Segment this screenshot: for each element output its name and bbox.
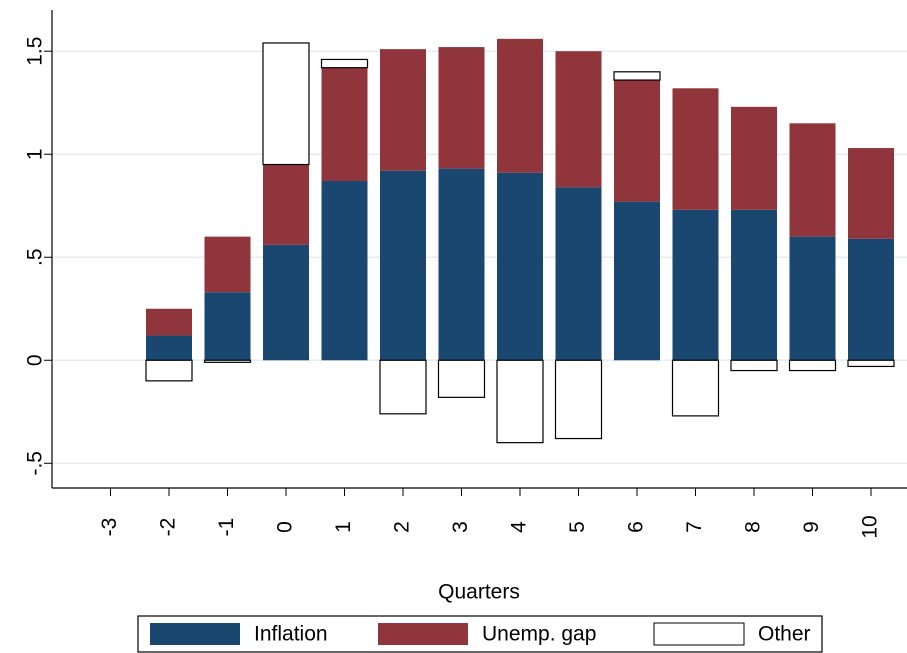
x-tick-label: 7	[683, 521, 706, 533]
bar-segment	[380, 49, 426, 171]
bar-segment	[731, 106, 777, 210]
x-tick-label: -2	[157, 518, 180, 537]
bar-segment	[379, 359, 427, 415]
bar-segment	[555, 187, 602, 361]
x-tick-label: 8	[742, 521, 765, 533]
bar-segment	[438, 168, 485, 361]
x-tick-label: 5	[566, 521, 589, 533]
bar-segment	[555, 51, 602, 188]
x-tick-label: 6	[625, 521, 648, 533]
bar-segment	[848, 238, 894, 361]
bar-segment	[672, 88, 719, 210]
x-tick-label: -3	[98, 518, 121, 537]
bar-segment	[789, 123, 836, 237]
bar-segment	[263, 164, 309, 245]
y-tick-label: .5	[24, 248, 47, 266]
bar-segment	[262, 42, 310, 166]
bar-segment	[614, 80, 660, 202]
x-tick-label: 10	[859, 515, 882, 538]
x-tick-label: 3	[449, 521, 472, 533]
bar-segment	[672, 209, 719, 361]
bar-segment	[554, 359, 603, 440]
bar-segment	[614, 201, 660, 361]
bar-segment	[730, 359, 778, 372]
x-tick-label: 0	[274, 521, 297, 533]
bar-segment	[497, 172, 543, 361]
bar-segment	[848, 148, 894, 239]
bar-segment	[496, 359, 544, 444]
legend-swatch	[378, 623, 468, 645]
bar-segment	[146, 308, 192, 336]
x-axis-label: Quarters	[438, 581, 520, 604]
bar-segment	[731, 209, 777, 361]
bar-segment	[497, 38, 543, 173]
bar-segment	[380, 170, 426, 361]
bar-segment	[671, 359, 720, 417]
legend-label: Inflation	[254, 623, 328, 646]
y-tick-label: 0	[24, 354, 47, 366]
bar-segment	[145, 359, 193, 382]
bar-segment	[789, 236, 836, 361]
bar-segment	[613, 71, 661, 81]
bar-segment	[321, 181, 368, 361]
bar-segment	[263, 244, 309, 361]
bar-segment	[321, 67, 368, 182]
legend-swatch	[150, 623, 240, 645]
x-tick-label: -1	[215, 518, 238, 537]
y-tick-label: 1.5	[24, 37, 47, 66]
bar-segment	[320, 58, 369, 69]
legend-label: Other	[758, 623, 811, 646]
bar-segment	[438, 47, 485, 169]
bar-segment	[788, 359, 837, 372]
legend-swatch	[653, 622, 745, 646]
x-tick-label: 4	[508, 521, 531, 533]
x-tick-label: 1	[332, 521, 355, 533]
legend-label: Unemp. gap	[482, 623, 596, 646]
x-tick-label: 9	[800, 521, 823, 533]
bar-segment	[204, 236, 251, 293]
bar-segment	[437, 359, 486, 398]
bar-segment	[146, 335, 192, 361]
bar-segment	[204, 292, 251, 361]
bar-segment	[847, 359, 895, 368]
bar-segment	[203, 359, 252, 363]
x-tick-label: 2	[391, 521, 414, 533]
y-tick-label: 1	[24, 148, 47, 160]
y-tick-label: -.5	[24, 451, 47, 476]
